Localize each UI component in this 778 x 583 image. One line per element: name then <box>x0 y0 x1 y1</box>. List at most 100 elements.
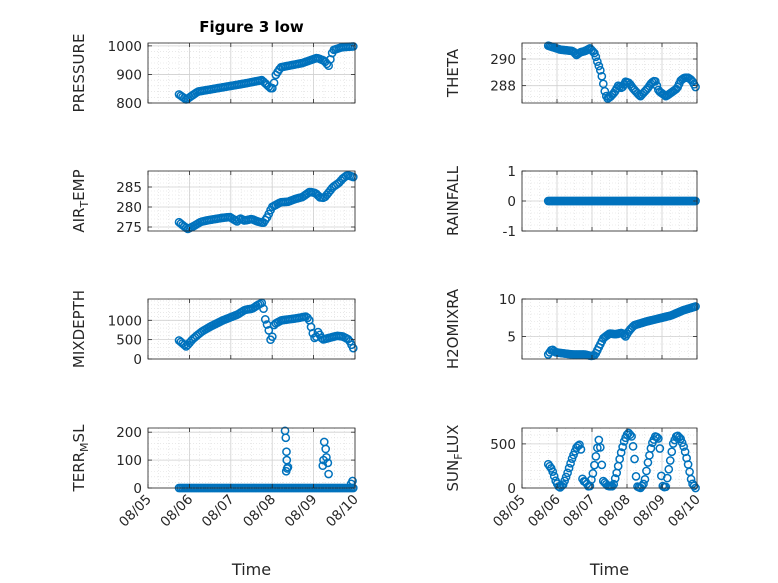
data-point <box>655 444 665 453</box>
axes-pressure: 800 900 1000 PRESSURE Figure 3 low <box>70 18 358 113</box>
series-h2omixra <box>543 302 700 361</box>
axes-frame <box>521 42 698 104</box>
data-point <box>318 461 328 471</box>
data-point <box>260 315 270 324</box>
data-point <box>549 471 559 481</box>
data-point <box>627 432 636 441</box>
data-point <box>591 452 601 461</box>
data-point <box>615 82 625 92</box>
axes-rainfall: -1 0 1 RAINFALL <box>444 164 700 240</box>
data-point <box>662 473 672 483</box>
y-axis-label: SUNFLUX <box>444 425 465 492</box>
y-tick-label: 0 <box>507 194 516 210</box>
data-point <box>616 448 626 457</box>
data-point <box>665 456 675 465</box>
y-tick-label: 5 <box>507 330 516 346</box>
data-point <box>179 340 189 350</box>
data-point <box>281 433 291 443</box>
data-point <box>588 469 598 478</box>
data-point <box>646 443 656 453</box>
y-tick-label: 900 <box>116 67 142 83</box>
data-point <box>267 332 277 342</box>
y-tick-label: 290 <box>490 52 516 68</box>
data-point <box>264 326 274 335</box>
y-tick-label: -1 <box>503 224 516 240</box>
data-point <box>607 481 617 491</box>
data-point <box>628 442 638 451</box>
y-tick-label: 500 <box>490 437 516 453</box>
y-axis-label: PRESSURE <box>70 34 88 113</box>
data-point <box>677 438 687 448</box>
data-point <box>600 86 610 96</box>
data-point <box>560 476 569 486</box>
data-point <box>676 434 686 444</box>
data-point <box>639 479 648 489</box>
data-point <box>348 172 358 182</box>
data-point <box>651 76 660 86</box>
data-point <box>667 447 677 457</box>
y-tick-label: 0 <box>507 481 516 497</box>
data-point <box>303 313 312 323</box>
data-point <box>591 52 601 62</box>
y-axis-label: H2OMIXRA <box>444 288 462 369</box>
y-axis-label: THETA <box>444 48 462 98</box>
y-tick-label: 285 <box>116 180 142 196</box>
data-point <box>610 474 620 483</box>
y-tick-label: 275 <box>116 220 142 236</box>
data-point <box>561 472 571 482</box>
data-point <box>691 302 700 311</box>
data-point <box>259 304 268 314</box>
data-point <box>281 466 291 476</box>
y-tick-label: 288 <box>490 79 516 95</box>
y-tick-label: 0 <box>133 352 142 368</box>
axes-frame <box>147 42 356 104</box>
data-point <box>267 83 277 93</box>
y-axis-label: RAINFALL <box>444 165 462 236</box>
y-axis-label: MIXDEPTH <box>70 290 88 368</box>
data-point <box>283 462 293 472</box>
data-point <box>564 463 574 473</box>
data-point <box>595 65 605 75</box>
y-tick-label: 280 <box>116 200 142 216</box>
y-tick-label: 0 <box>133 481 142 497</box>
data-point <box>630 454 639 464</box>
axes-mixdepth: 0 500 1000 MIXDEPTH <box>70 290 358 368</box>
data-point <box>592 57 602 67</box>
y-axis-label: TERRMSL <box>70 424 91 493</box>
y-tick-label: 100 <box>116 453 142 469</box>
data-point <box>642 466 651 476</box>
data-point <box>324 469 333 479</box>
axes-h2omixra: 5 10 H2OMIXRA <box>444 288 700 369</box>
x-axis-label: Time <box>589 560 629 579</box>
data-point <box>576 445 586 454</box>
series-airtemp <box>174 170 358 234</box>
data-point <box>691 196 700 206</box>
data-point <box>595 443 605 452</box>
data-point <box>282 447 291 457</box>
axes-frame <box>147 427 356 489</box>
axes-frame <box>521 298 698 360</box>
data-point <box>640 475 650 484</box>
axes-frame <box>147 170 356 232</box>
y-tick-label: 1000 <box>108 39 142 55</box>
series-theta <box>543 41 700 103</box>
y-tick-label: 1 <box>507 164 516 180</box>
data-point <box>563 468 572 478</box>
data-point <box>679 442 688 451</box>
y-tick-label: 1000 <box>108 313 142 329</box>
data-point <box>269 78 279 88</box>
data-point <box>689 481 699 491</box>
y-tick-label: 800 <box>116 96 142 112</box>
data-point <box>653 434 663 443</box>
x-axis-label: Time <box>231 560 271 579</box>
data-point <box>348 343 358 353</box>
y-tick-label: 500 <box>116 333 142 349</box>
data-point <box>348 476 357 486</box>
series-pressure <box>174 42 358 104</box>
minor-grid <box>147 43 356 104</box>
data-point <box>594 61 604 71</box>
data-point <box>664 464 674 474</box>
minor-grid <box>147 428 356 489</box>
data-point <box>548 467 558 477</box>
